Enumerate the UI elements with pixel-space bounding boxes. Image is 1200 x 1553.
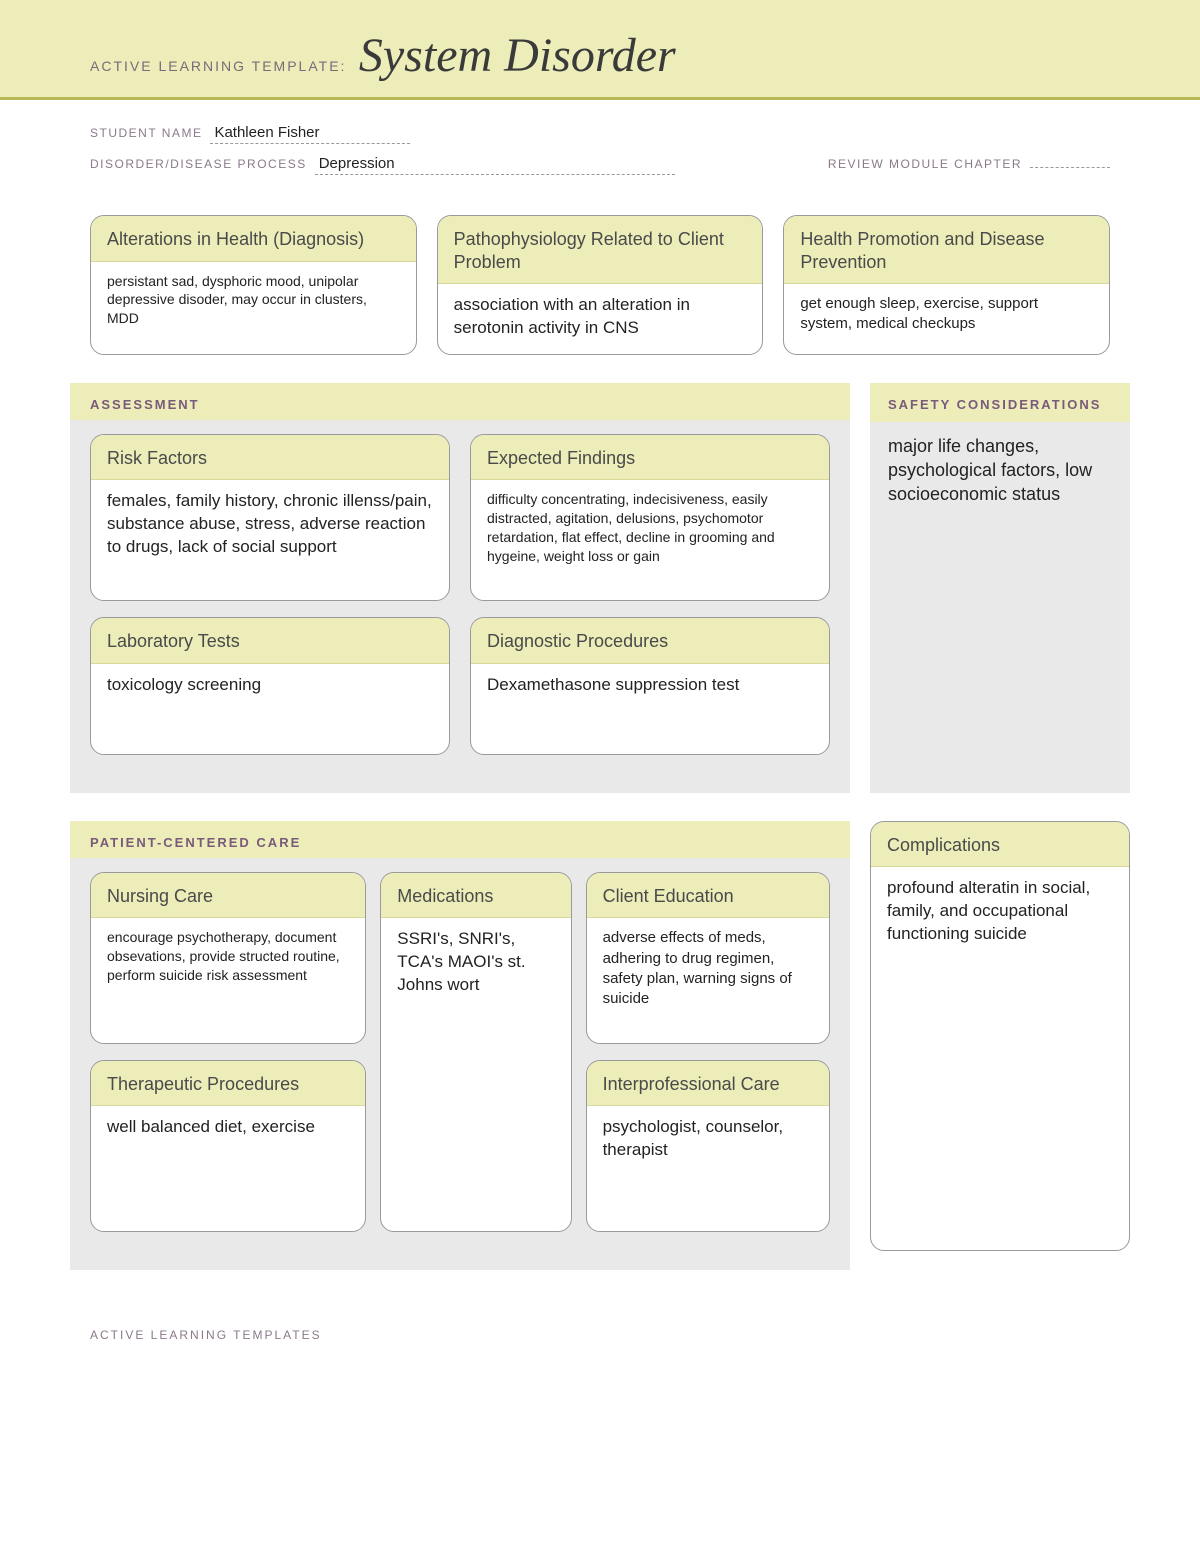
review-blank: [1030, 154, 1110, 168]
patho-body: association with an alteration in seroto…: [438, 284, 763, 354]
nursing-body: encourage psychotherapy, document obseva…: [91, 918, 365, 1038]
alterations-title: Alterations in Health (Diagnosis): [91, 216, 416, 262]
labs-card: Laboratory Tests toxicology screening: [90, 617, 450, 755]
review-label: REVIEW MODULE CHAPTER: [828, 157, 1022, 171]
disorder-value: Depression: [315, 155, 675, 175]
banner-label: ACTIVE LEARNING TEMPLATE:: [90, 58, 346, 74]
risk-title: Risk Factors: [91, 435, 449, 481]
patho-title: Pathophysiology Related to Client Proble…: [438, 216, 763, 284]
alterations-card: Alterations in Health (Diagnosis) persis…: [90, 215, 417, 355]
care-label: PATIENT-CENTERED CARE: [70, 821, 850, 858]
complications-col: Complications profound alteratin in soci…: [870, 821, 1130, 1270]
findings-title: Expected Findings: [471, 435, 829, 481]
care-body: Nursing Care encourage psychotherapy, do…: [70, 858, 850, 1270]
content: Alterations in Health (Diagnosis) persis…: [0, 195, 1200, 1270]
student-row: STUDENT NAME Kathleen Fisher: [90, 124, 1110, 144]
risk-body: females, family history, chronic illenss…: [91, 480, 449, 600]
assessment-section: ASSESSMENT Risk Factors females, family …: [70, 383, 850, 793]
page: ACTIVE LEARNING TEMPLATE: System Disorde…: [0, 0, 1200, 1382]
top-row: Alterations in Health (Diagnosis) persis…: [70, 215, 1130, 355]
disorder-row: DISORDER/DISEASE PROCESS Depression REVI…: [90, 154, 1110, 175]
diag-title: Diagnostic Procedures: [471, 618, 829, 664]
complications-body: profound alteratin in social, family, an…: [871, 867, 1129, 960]
safety-section: SAFETY CONSIDERATIONS major life changes…: [870, 383, 1130, 793]
promotion-title: Health Promotion and Disease Prevention: [784, 216, 1109, 284]
assessment-row: ASSESSMENT Risk Factors females, family …: [70, 383, 1130, 793]
nursing-card: Nursing Care encourage psychotherapy, do…: [90, 872, 366, 1044]
therapeutic-body: well balanced diet, exercise: [91, 1106, 365, 1226]
patho-card: Pathophysiology Related to Client Proble…: [437, 215, 764, 355]
meta-block: STUDENT NAME Kathleen Fisher DISORDER/DI…: [0, 100, 1200, 195]
labs-title: Laboratory Tests: [91, 618, 449, 664]
footer-text: ACTIVE LEARNING TEMPLATES: [0, 1298, 1200, 1342]
assessment-label: ASSESSMENT: [70, 383, 850, 420]
complications-title: Complications: [871, 822, 1129, 868]
therapeutic-card: Therapeutic Procedures well balanced die…: [90, 1060, 366, 1232]
meds-card: Medications SSRI's, SNRI's, TCA's MAOI's…: [380, 872, 571, 1232]
education-title: Client Education: [587, 873, 829, 919]
interprof-card: Interprofessional Care psychologist, cou…: [586, 1060, 830, 1232]
complications-card: Complications profound alteratin in soci…: [870, 821, 1130, 1251]
assessment-body: Risk Factors females, family history, ch…: [70, 420, 850, 793]
disorder-label: DISORDER/DISEASE PROCESS: [90, 157, 307, 171]
alterations-body: persistant sad, dysphoric mood, unipolar…: [91, 262, 416, 343]
meds-body: SSRI's, SNRI's, TCA's MAOI's st. Johns w…: [381, 918, 570, 1011]
safety-body: major life changes, psychological factor…: [870, 422, 1130, 519]
interprof-title: Interprofessional Care: [587, 1061, 829, 1107]
safety-label: SAFETY CONSIDERATIONS: [870, 383, 1130, 422]
therapeutic-title: Therapeutic Procedures: [91, 1061, 365, 1107]
care-section: PATIENT-CENTERED CARE Nursing Care encou…: [70, 821, 850, 1270]
interprof-body: psychologist, counselor, therapist: [587, 1106, 829, 1226]
findings-body: difficulty concentrating, indecisiveness…: [471, 480, 829, 600]
care-row: PATIENT-CENTERED CARE Nursing Care encou…: [70, 821, 1130, 1270]
education-body: adverse effects of meds, adhering to dru…: [587, 918, 829, 1038]
diag-body: Dexamethasone suppression test: [471, 664, 829, 754]
diag-card: Diagnostic Procedures Dexamethasone supp…: [470, 617, 830, 755]
labs-body: toxicology screening: [91, 664, 449, 754]
nursing-title: Nursing Care: [91, 873, 365, 919]
promotion-card: Health Promotion and Disease Prevention …: [783, 215, 1110, 355]
student-value: Kathleen Fisher: [210, 124, 410, 144]
risk-card: Risk Factors females, family history, ch…: [90, 434, 450, 602]
findings-card: Expected Findings difficulty concentrati…: [470, 434, 830, 602]
promotion-body: get enough sleep, exercise, support syst…: [784, 284, 1109, 349]
banner: ACTIVE LEARNING TEMPLATE: System Disorde…: [0, 0, 1200, 100]
banner-title: System Disorder: [359, 28, 676, 83]
meds-title: Medications: [381, 873, 570, 919]
education-card: Client Education adverse effects of meds…: [586, 872, 830, 1044]
student-label: STUDENT NAME: [90, 126, 202, 140]
